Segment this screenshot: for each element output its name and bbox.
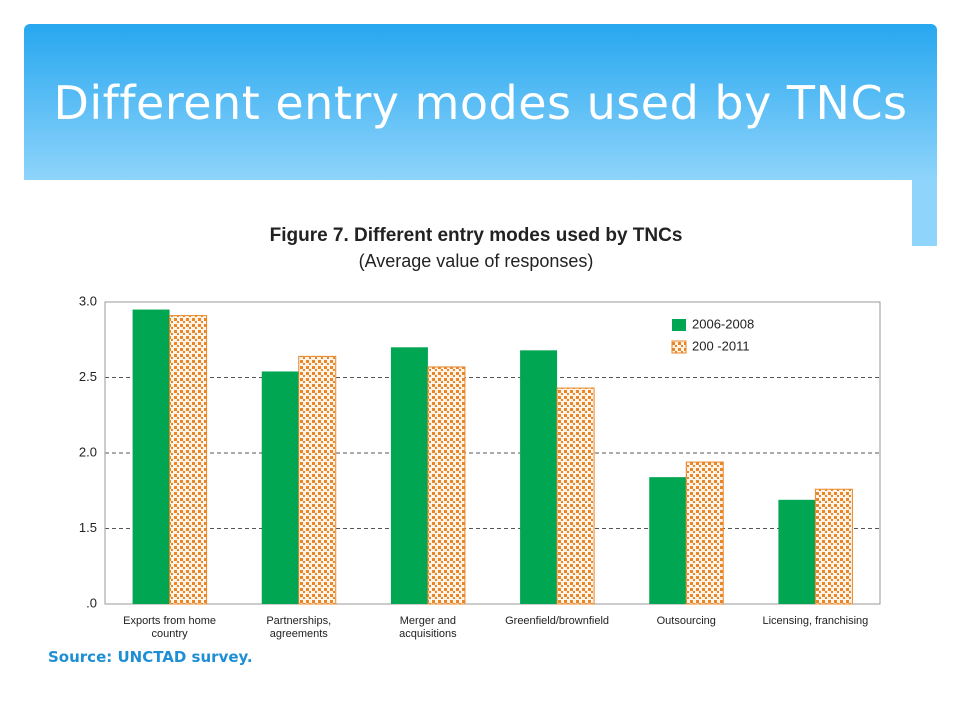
x-tick-label: Merger and acquisitions	[399, 615, 457, 640]
source-note: Source: UNCTAD survey.	[48, 648, 253, 666]
legend-swatch	[672, 319, 686, 331]
y-tick-label: 1.5	[79, 520, 97, 535]
legend-swatch	[671, 340, 687, 354]
x-tick-label: Exports from home country	[123, 615, 217, 640]
bar	[390, 347, 428, 604]
y-tick-label: .0	[86, 595, 97, 610]
y-tick-label: 3.0	[79, 293, 97, 308]
bar	[649, 477, 687, 604]
bar	[814, 488, 853, 605]
y-tick-label: 2.5	[79, 369, 97, 384]
legend-label: 200 -2011	[692, 338, 750, 353]
slide-title: Different entry modes used by TNCs	[53, 76, 908, 130]
bar	[427, 366, 466, 605]
x-tick-label: Outsourcing	[656, 615, 716, 627]
bar	[132, 309, 170, 604]
bar	[169, 315, 208, 605]
decoration	[912, 180, 937, 246]
x-tick-label: Licensing, franchising	[762, 615, 869, 627]
bar	[298, 355, 337, 605]
bar	[520, 350, 558, 604]
bar	[261, 371, 299, 604]
chart-subtitle: (Average value of responses)	[359, 251, 594, 271]
bar	[685, 461, 724, 605]
x-tick-label: Greenfield/brownfield	[505, 615, 610, 627]
legend-label: 2006-2008	[692, 316, 754, 331]
plot-border	[104, 301, 881, 605]
bar	[778, 499, 816, 604]
x-tick-label: Partnerships, agreements	[266, 615, 332, 640]
y-tick-label: 2.0	[79, 444, 97, 459]
bar	[556, 387, 595, 605]
header: Different entry modes used by TNCs	[24, 24, 937, 180]
chart-title: Figure 7. Different entry modes used by …	[270, 225, 683, 246]
